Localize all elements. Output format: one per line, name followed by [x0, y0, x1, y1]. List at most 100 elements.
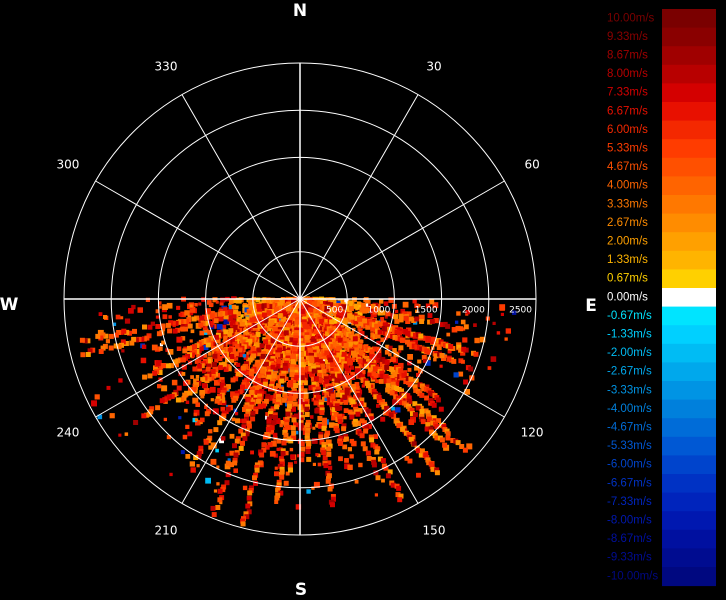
velocity-bin — [298, 393, 304, 399]
velocity-bin — [217, 324, 223, 330]
velocity-bin — [279, 474, 285, 480]
velocity-bin — [295, 346, 301, 352]
velocity-bin — [438, 406, 444, 412]
velocity-bin — [391, 374, 397, 381]
colorbar-label: -4.00m/s — [607, 403, 652, 415]
velocity-bin — [412, 384, 418, 390]
velocity-bin — [249, 485, 254, 491]
velocity-bin — [377, 456, 383, 462]
velocity-bin — [183, 380, 189, 386]
velocity-bin — [319, 407, 325, 413]
colorbar-label: -6.67m/s — [607, 477, 652, 489]
velocity-bin — [376, 395, 382, 400]
velocity-bin — [371, 462, 377, 468]
velocity-bin — [424, 426, 430, 432]
velocity-bin — [415, 448, 421, 454]
velocity-bin — [321, 420, 327, 426]
velocity-bin — [462, 337, 468, 343]
velocity-bin — [424, 395, 430, 401]
colorbar-swatch — [662, 27, 716, 47]
colorbar-swatch — [662, 46, 716, 66]
velocity-bin — [269, 378, 275, 384]
azimuth-label-210: 210 — [155, 524, 178, 538]
velocity-bin — [174, 363, 179, 368]
velocity-bin — [290, 299, 296, 305]
velocity-bin — [262, 309, 269, 315]
velocity-bin — [244, 428, 250, 434]
colorbar-swatch — [662, 157, 716, 177]
velocity-bin — [237, 389, 243, 395]
velocity-bin — [380, 373, 386, 379]
velocity-bin — [257, 306, 262, 312]
velocity-bin — [330, 370, 336, 376]
velocity-bin — [310, 363, 316, 369]
velocity-bin — [306, 441, 312, 446]
velocity-bin — [313, 343, 319, 349]
velocity-bin — [400, 308, 406, 314]
velocity-bin — [299, 356, 304, 362]
velocity-bin — [231, 304, 237, 310]
velocity-bin — [159, 343, 163, 347]
cardinal-s: S — [295, 580, 307, 600]
velocity-bin — [244, 370, 250, 376]
velocity-bin — [332, 320, 337, 326]
velocity-bin — [240, 314, 244, 318]
velocity-bin — [305, 446, 311, 452]
velocity-bin — [397, 497, 403, 503]
velocity-bin — [318, 402, 324, 408]
azimuth-label-120: 120 — [521, 426, 544, 440]
velocity-bin — [316, 353, 322, 359]
velocity-bin — [344, 366, 350, 371]
velocity-bin — [291, 345, 297, 351]
velocity-bin — [352, 418, 358, 424]
velocity-bin — [420, 419, 426, 425]
velocity-bin — [248, 350, 253, 355]
velocity-bin — [336, 352, 342, 358]
velocity-bin — [365, 450, 371, 456]
velocity-bin — [235, 418, 240, 424]
velocity-bin — [392, 334, 398, 340]
velocity-bin — [443, 343, 448, 348]
velocity-bin — [208, 445, 213, 450]
velocity-bin — [246, 408, 251, 414]
velocity-bin — [185, 424, 190, 429]
velocity-bin — [372, 346, 378, 352]
velocity-bin — [256, 384, 262, 390]
velocity-bin — [313, 481, 320, 488]
velocity-bin — [289, 447, 294, 452]
velocity-bin — [205, 366, 211, 372]
velocity-bin — [361, 384, 366, 388]
velocity-bin — [169, 393, 175, 399]
velocity-bin — [298, 422, 304, 428]
velocity-bin — [262, 332, 267, 336]
velocity-bin — [269, 358, 275, 364]
velocity-bin — [139, 336, 145, 342]
velocity-bin — [298, 322, 304, 328]
velocity-bin — [306, 329, 312, 335]
velocity-bin — [227, 458, 231, 462]
velocity-bin — [414, 365, 419, 371]
velocity-bin — [250, 450, 254, 455]
velocity-bin — [455, 325, 461, 331]
velocity-bin — [317, 462, 322, 467]
velocity-bin — [207, 351, 212, 356]
velocity-bin — [330, 502, 335, 508]
velocity-bin — [155, 324, 161, 329]
velocity-bin — [246, 351, 250, 355]
velocity-bin — [238, 428, 244, 434]
velocity-bin — [217, 365, 223, 371]
velocity-bin — [276, 482, 282, 488]
velocity-bin — [285, 350, 291, 356]
velocity-bin — [327, 357, 333, 363]
velocity-bin — [479, 336, 486, 343]
velocity-bin — [390, 381, 396, 387]
velocity-bin — [280, 346, 286, 351]
velocity-bin — [245, 327, 251, 333]
velocity-bin — [263, 398, 269, 404]
velocity-bin — [297, 454, 301, 458]
velocity-bin — [272, 412, 278, 418]
velocity-bin — [289, 366, 295, 372]
velocity-bin — [249, 390, 255, 395]
velocity-bin — [353, 404, 358, 409]
velocity-bin — [97, 414, 103, 420]
